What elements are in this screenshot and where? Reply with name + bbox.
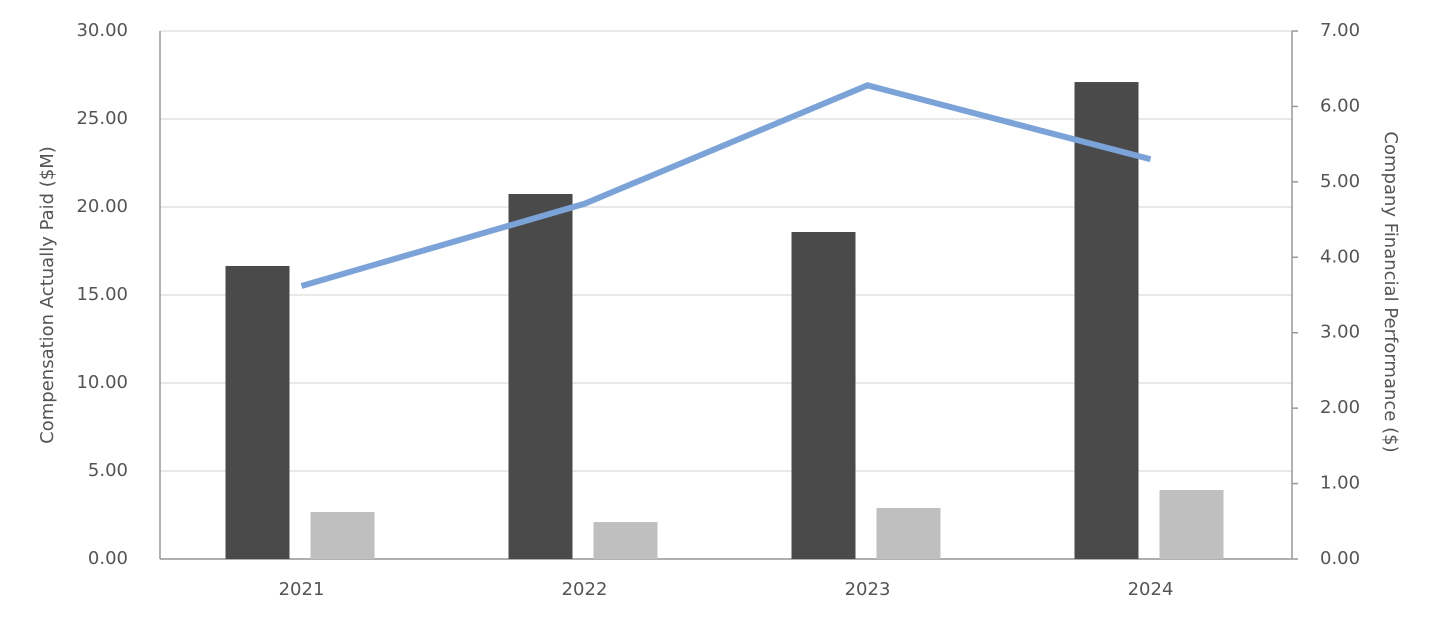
bar xyxy=(1074,82,1139,559)
bar xyxy=(593,522,658,559)
y2-tick-label: 0.00 xyxy=(1320,548,1360,569)
x-tick-label: 2023 xyxy=(845,579,891,600)
y2-tick-label: 2.00 xyxy=(1320,397,1360,418)
y2-tick-label: 1.00 xyxy=(1320,473,1360,494)
y-tick-label: 10.00 xyxy=(76,372,128,393)
y2-tick-label: 7.00 xyxy=(1320,20,1360,41)
y-tick-label: 0.00 xyxy=(88,548,128,569)
bar xyxy=(876,507,941,559)
y-tick-label: 30.00 xyxy=(76,20,128,41)
x-tick-label: 2024 xyxy=(1128,579,1174,600)
y2-tick-label: 3.00 xyxy=(1320,322,1360,343)
y-tick-label: 20.00 xyxy=(76,196,128,217)
y-axis-title: Compensation Actually Paid ($M) xyxy=(37,146,58,444)
y2-tick-label: 5.00 xyxy=(1320,171,1360,192)
bar xyxy=(225,265,290,559)
x-tick-label: 2022 xyxy=(562,579,608,600)
y2-tick-label: 4.00 xyxy=(1320,246,1360,267)
y-tick-label: 5.00 xyxy=(88,460,128,481)
y-tick-label: 15.00 xyxy=(76,284,128,305)
y2-axis-title: Company Financial Performance ($) xyxy=(1380,131,1401,452)
y2-tick-label: 6.00 xyxy=(1320,95,1360,116)
bar xyxy=(508,193,573,559)
bar xyxy=(1159,490,1224,559)
y-tick-label: 25.00 xyxy=(76,108,128,129)
x-tick-label: 2021 xyxy=(279,579,325,600)
bar xyxy=(310,512,375,559)
bar xyxy=(791,231,856,559)
line xyxy=(300,82,1152,289)
